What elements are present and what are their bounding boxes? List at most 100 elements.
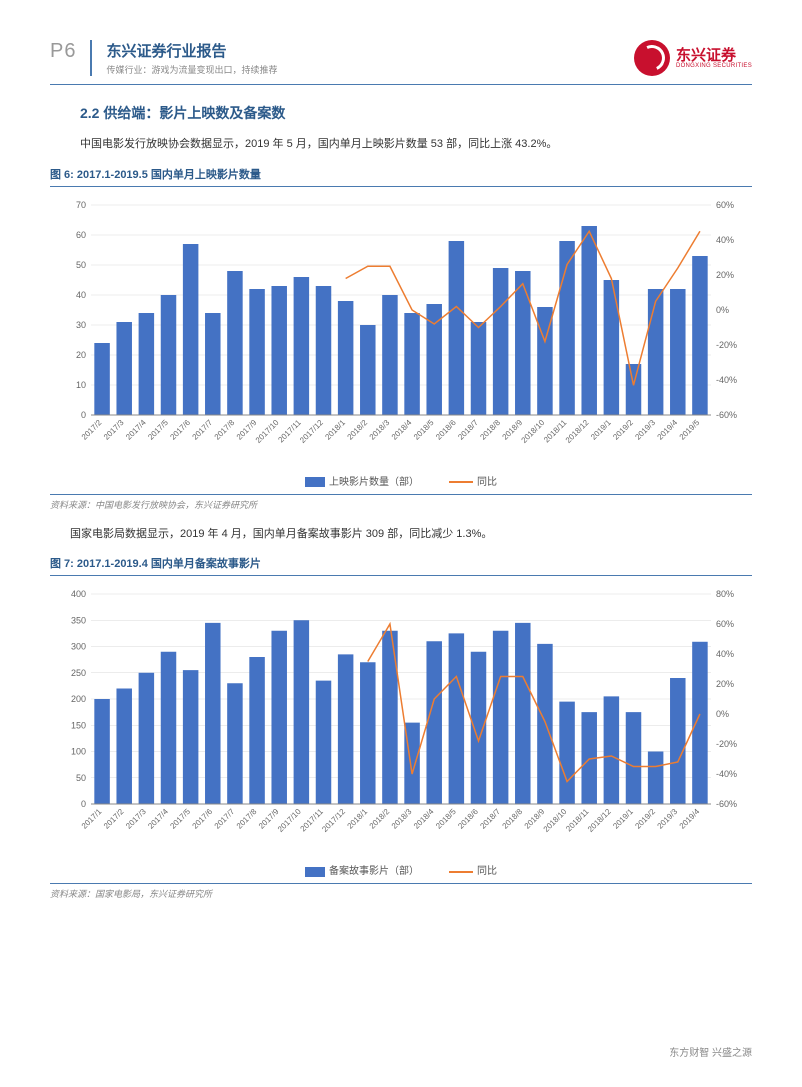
- svg-text:2018/1: 2018/1: [323, 417, 347, 441]
- legend-line-2: 同比: [449, 862, 497, 877]
- svg-text:2018/1: 2018/1: [346, 807, 370, 831]
- svg-text:2018/10: 2018/10: [542, 807, 569, 834]
- svg-text:2018/4: 2018/4: [390, 417, 414, 441]
- header-left: P6 东兴证券行业报告 传媒行业：游戏为流量变现出口，持续推荐: [50, 40, 277, 76]
- svg-text:80%: 80%: [716, 589, 734, 599]
- svg-text:50: 50: [76, 773, 86, 783]
- svg-text:2017/2: 2017/2: [80, 417, 104, 441]
- paragraph-2: 国家电影局数据显示，2019 年 4 月，国内单月备案故事影片 309 部，同比…: [70, 525, 732, 544]
- svg-text:2019/2: 2019/2: [611, 417, 635, 441]
- svg-text:70: 70: [76, 200, 86, 210]
- chart-2-legend: 备案故事影片（部） 同比: [50, 862, 752, 877]
- svg-text:2017/6: 2017/6: [168, 417, 192, 441]
- svg-text:2017/10: 2017/10: [276, 807, 303, 834]
- svg-text:2018/2: 2018/2: [346, 417, 370, 441]
- figure-6-chart: 010203040506070-60%-40%-20%0%20%40%60%20…: [50, 195, 752, 475]
- svg-text:10: 10: [76, 380, 86, 390]
- svg-text:2017/3: 2017/3: [102, 417, 126, 441]
- svg-text:40%: 40%: [716, 649, 734, 659]
- page-footer: 东方财智 兴盛之源: [669, 1044, 752, 1059]
- svg-text:2017/5: 2017/5: [168, 807, 192, 831]
- figure-7-chart: 050100150200250300350400-60%-40%-20%0%20…: [50, 584, 752, 864]
- svg-text:2018/7: 2018/7: [478, 807, 502, 831]
- svg-text:50: 50: [76, 260, 86, 270]
- svg-text:-20%: -20%: [716, 739, 737, 749]
- svg-text:2018/3: 2018/3: [390, 807, 414, 831]
- svg-text:2019/4: 2019/4: [678, 807, 702, 831]
- svg-text:2018/6: 2018/6: [434, 417, 458, 441]
- svg-text:2017/7: 2017/7: [191, 417, 215, 441]
- svg-text:2017/7: 2017/7: [213, 807, 237, 831]
- svg-text:2017/12: 2017/12: [298, 417, 325, 444]
- svg-text:2019/4: 2019/4: [656, 417, 680, 441]
- legend-bar-2: 备案故事影片（部）: [305, 862, 419, 877]
- svg-text:250: 250: [71, 668, 86, 678]
- svg-text:20%: 20%: [716, 270, 734, 280]
- svg-text:2018/10: 2018/10: [520, 417, 547, 444]
- svg-text:2018/8: 2018/8: [478, 417, 502, 441]
- svg-text:60%: 60%: [716, 200, 734, 210]
- header-divider: [90, 40, 92, 76]
- svg-text:-40%: -40%: [716, 769, 737, 779]
- svg-text:100: 100: [71, 747, 86, 757]
- svg-text:2017/3: 2017/3: [124, 807, 148, 831]
- logo-text: 东兴证券 DONGXING SECURITIES: [676, 48, 752, 69]
- report-title: 东兴证券行业报告: [106, 40, 277, 61]
- svg-text:2018/8: 2018/8: [501, 807, 525, 831]
- logo-icon: [634, 40, 670, 76]
- svg-text:2017/8: 2017/8: [235, 807, 259, 831]
- svg-text:2019/1: 2019/1: [611, 807, 635, 831]
- section-title: 2.2 供给端：影片上映数及备案数: [80, 103, 752, 123]
- svg-text:2019/3: 2019/3: [656, 807, 680, 831]
- svg-text:0: 0: [81, 410, 86, 420]
- svg-text:2017/8: 2017/8: [213, 417, 237, 441]
- page-number: P6: [50, 40, 76, 63]
- svg-text:2017/4: 2017/4: [146, 807, 170, 831]
- svg-text:2018/3: 2018/3: [368, 417, 392, 441]
- logo-name-cn: 东兴证券: [676, 48, 752, 63]
- svg-text:300: 300: [71, 642, 86, 652]
- svg-text:2018/12: 2018/12: [564, 417, 591, 444]
- svg-text:2017/5: 2017/5: [146, 417, 170, 441]
- svg-text:350: 350: [71, 616, 86, 626]
- svg-text:150: 150: [71, 721, 86, 731]
- figure-7-caption: 图 7: 2017.1-2019.4 国内单月备案故事影片: [50, 555, 752, 576]
- svg-text:-20%: -20%: [716, 340, 737, 350]
- svg-text:20%: 20%: [716, 679, 734, 689]
- report-subtitle: 传媒行业：游戏为流量变现出口，持续推荐: [106, 63, 277, 76]
- svg-text:2017/6: 2017/6: [191, 807, 215, 831]
- legend-line-2-label: 同比: [477, 866, 497, 877]
- page-header: P6 东兴证券行业报告 传媒行业：游戏为流量变现出口，持续推荐 东兴证券 DON…: [50, 40, 752, 76]
- svg-text:2018/2: 2018/2: [368, 807, 392, 831]
- svg-text:-40%: -40%: [716, 375, 737, 385]
- paragraph-1: 中国电影发行放映协会数据显示，2019 年 5 月，国内单月上映影片数量 53 …: [80, 135, 732, 154]
- svg-text:2017/2: 2017/2: [102, 807, 126, 831]
- svg-text:0%: 0%: [716, 709, 729, 719]
- figure-6-caption: 图 6: 2017.1-2019.5 国内单月上映影片数量: [50, 166, 752, 187]
- svg-text:-60%: -60%: [716, 410, 737, 420]
- svg-text:200: 200: [71, 694, 86, 704]
- header-rule: [50, 84, 752, 85]
- svg-text:2019/1: 2019/1: [589, 417, 613, 441]
- svg-text:2018/5: 2018/5: [434, 807, 458, 831]
- svg-text:40%: 40%: [716, 235, 734, 245]
- figure-6-source: 资料来源：中国电影发行放映协会，东兴证券研究所: [50, 494, 752, 511]
- svg-text:0%: 0%: [716, 305, 729, 315]
- chart-2-svg: 050100150200250300350400-60%-40%-20%0%20…: [50, 584, 752, 864]
- svg-text:2017/1: 2017/1: [80, 807, 104, 831]
- company-logo: 东兴证券 DONGXING SECURITIES: [634, 40, 752, 76]
- svg-text:2018/7: 2018/7: [456, 417, 480, 441]
- svg-text:0: 0: [81, 799, 86, 809]
- svg-text:2018/4: 2018/4: [412, 807, 436, 831]
- svg-text:2017/4: 2017/4: [124, 417, 148, 441]
- svg-text:2017/10: 2017/10: [254, 417, 281, 444]
- svg-text:2017/12: 2017/12: [320, 807, 347, 834]
- legend-bar-1-label: 上映影片数量（部）: [329, 477, 419, 488]
- svg-text:2019/3: 2019/3: [633, 417, 657, 441]
- legend-line-1-label: 同比: [477, 477, 497, 488]
- svg-text:60%: 60%: [716, 619, 734, 629]
- svg-text:20: 20: [76, 350, 86, 360]
- figure-7-source: 资料来源：国家电影局，东兴证券研究所: [50, 883, 752, 900]
- logo-name-en: DONGXING SECURITIES: [676, 63, 752, 69]
- svg-text:2018/5: 2018/5: [412, 417, 436, 441]
